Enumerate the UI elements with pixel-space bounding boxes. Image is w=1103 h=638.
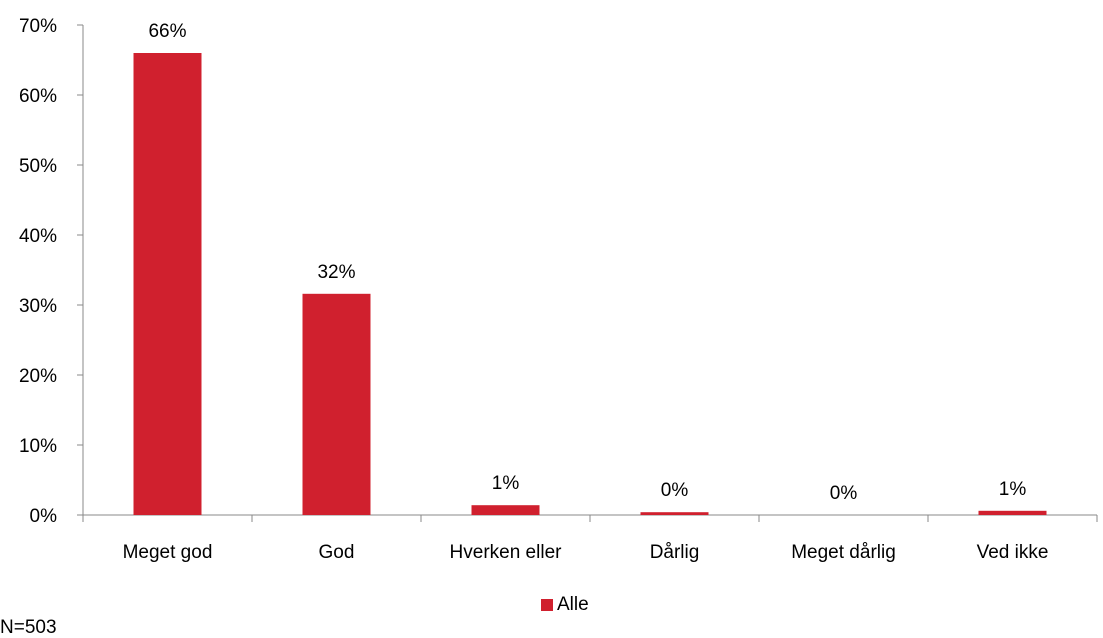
bar-chart: 0% 10% 20% 30% 40% 50% 60% 70% 66% Meget god 32% Go… <box>19 16 1098 563</box>
sample-size-note: N=503 <box>0 617 57 638</box>
y-tick-label: 70% <box>19 16 57 37</box>
category-label: Meget god <box>123 542 213 563</box>
category-label: Ved ikke <box>977 542 1049 563</box>
y-tick-label: 30% <box>19 296 57 317</box>
y-tick-label: 40% <box>19 226 57 247</box>
data-label: 0% <box>661 480 689 501</box>
bar <box>133 53 202 515</box>
y-tick-label: 10% <box>19 436 57 457</box>
legend-label: Alle <box>557 594 589 615</box>
legend: Alle <box>541 594 589 616</box>
y-tick-label: 60% <box>19 86 57 107</box>
y-tick-label: 0% <box>30 506 58 527</box>
category-label: Hverken eller <box>450 542 563 563</box>
data-label: 0% <box>830 483 858 504</box>
bar <box>471 505 540 515</box>
y-tick-label: 20% <box>19 366 57 387</box>
y-tick-label: 50% <box>19 156 57 177</box>
category-label: Dårlig <box>650 542 700 563</box>
bar <box>978 510 1047 515</box>
data-label: 1% <box>999 479 1027 500</box>
category-label: God <box>319 542 355 563</box>
bar <box>640 512 709 515</box>
legend-swatch-alle <box>541 599 553 611</box>
data-label: 32% <box>317 262 355 283</box>
data-label: 66% <box>148 21 186 42</box>
bar <box>302 293 371 515</box>
data-label: 1% <box>492 473 520 494</box>
category-label: Meget dårlig <box>791 542 896 563</box>
